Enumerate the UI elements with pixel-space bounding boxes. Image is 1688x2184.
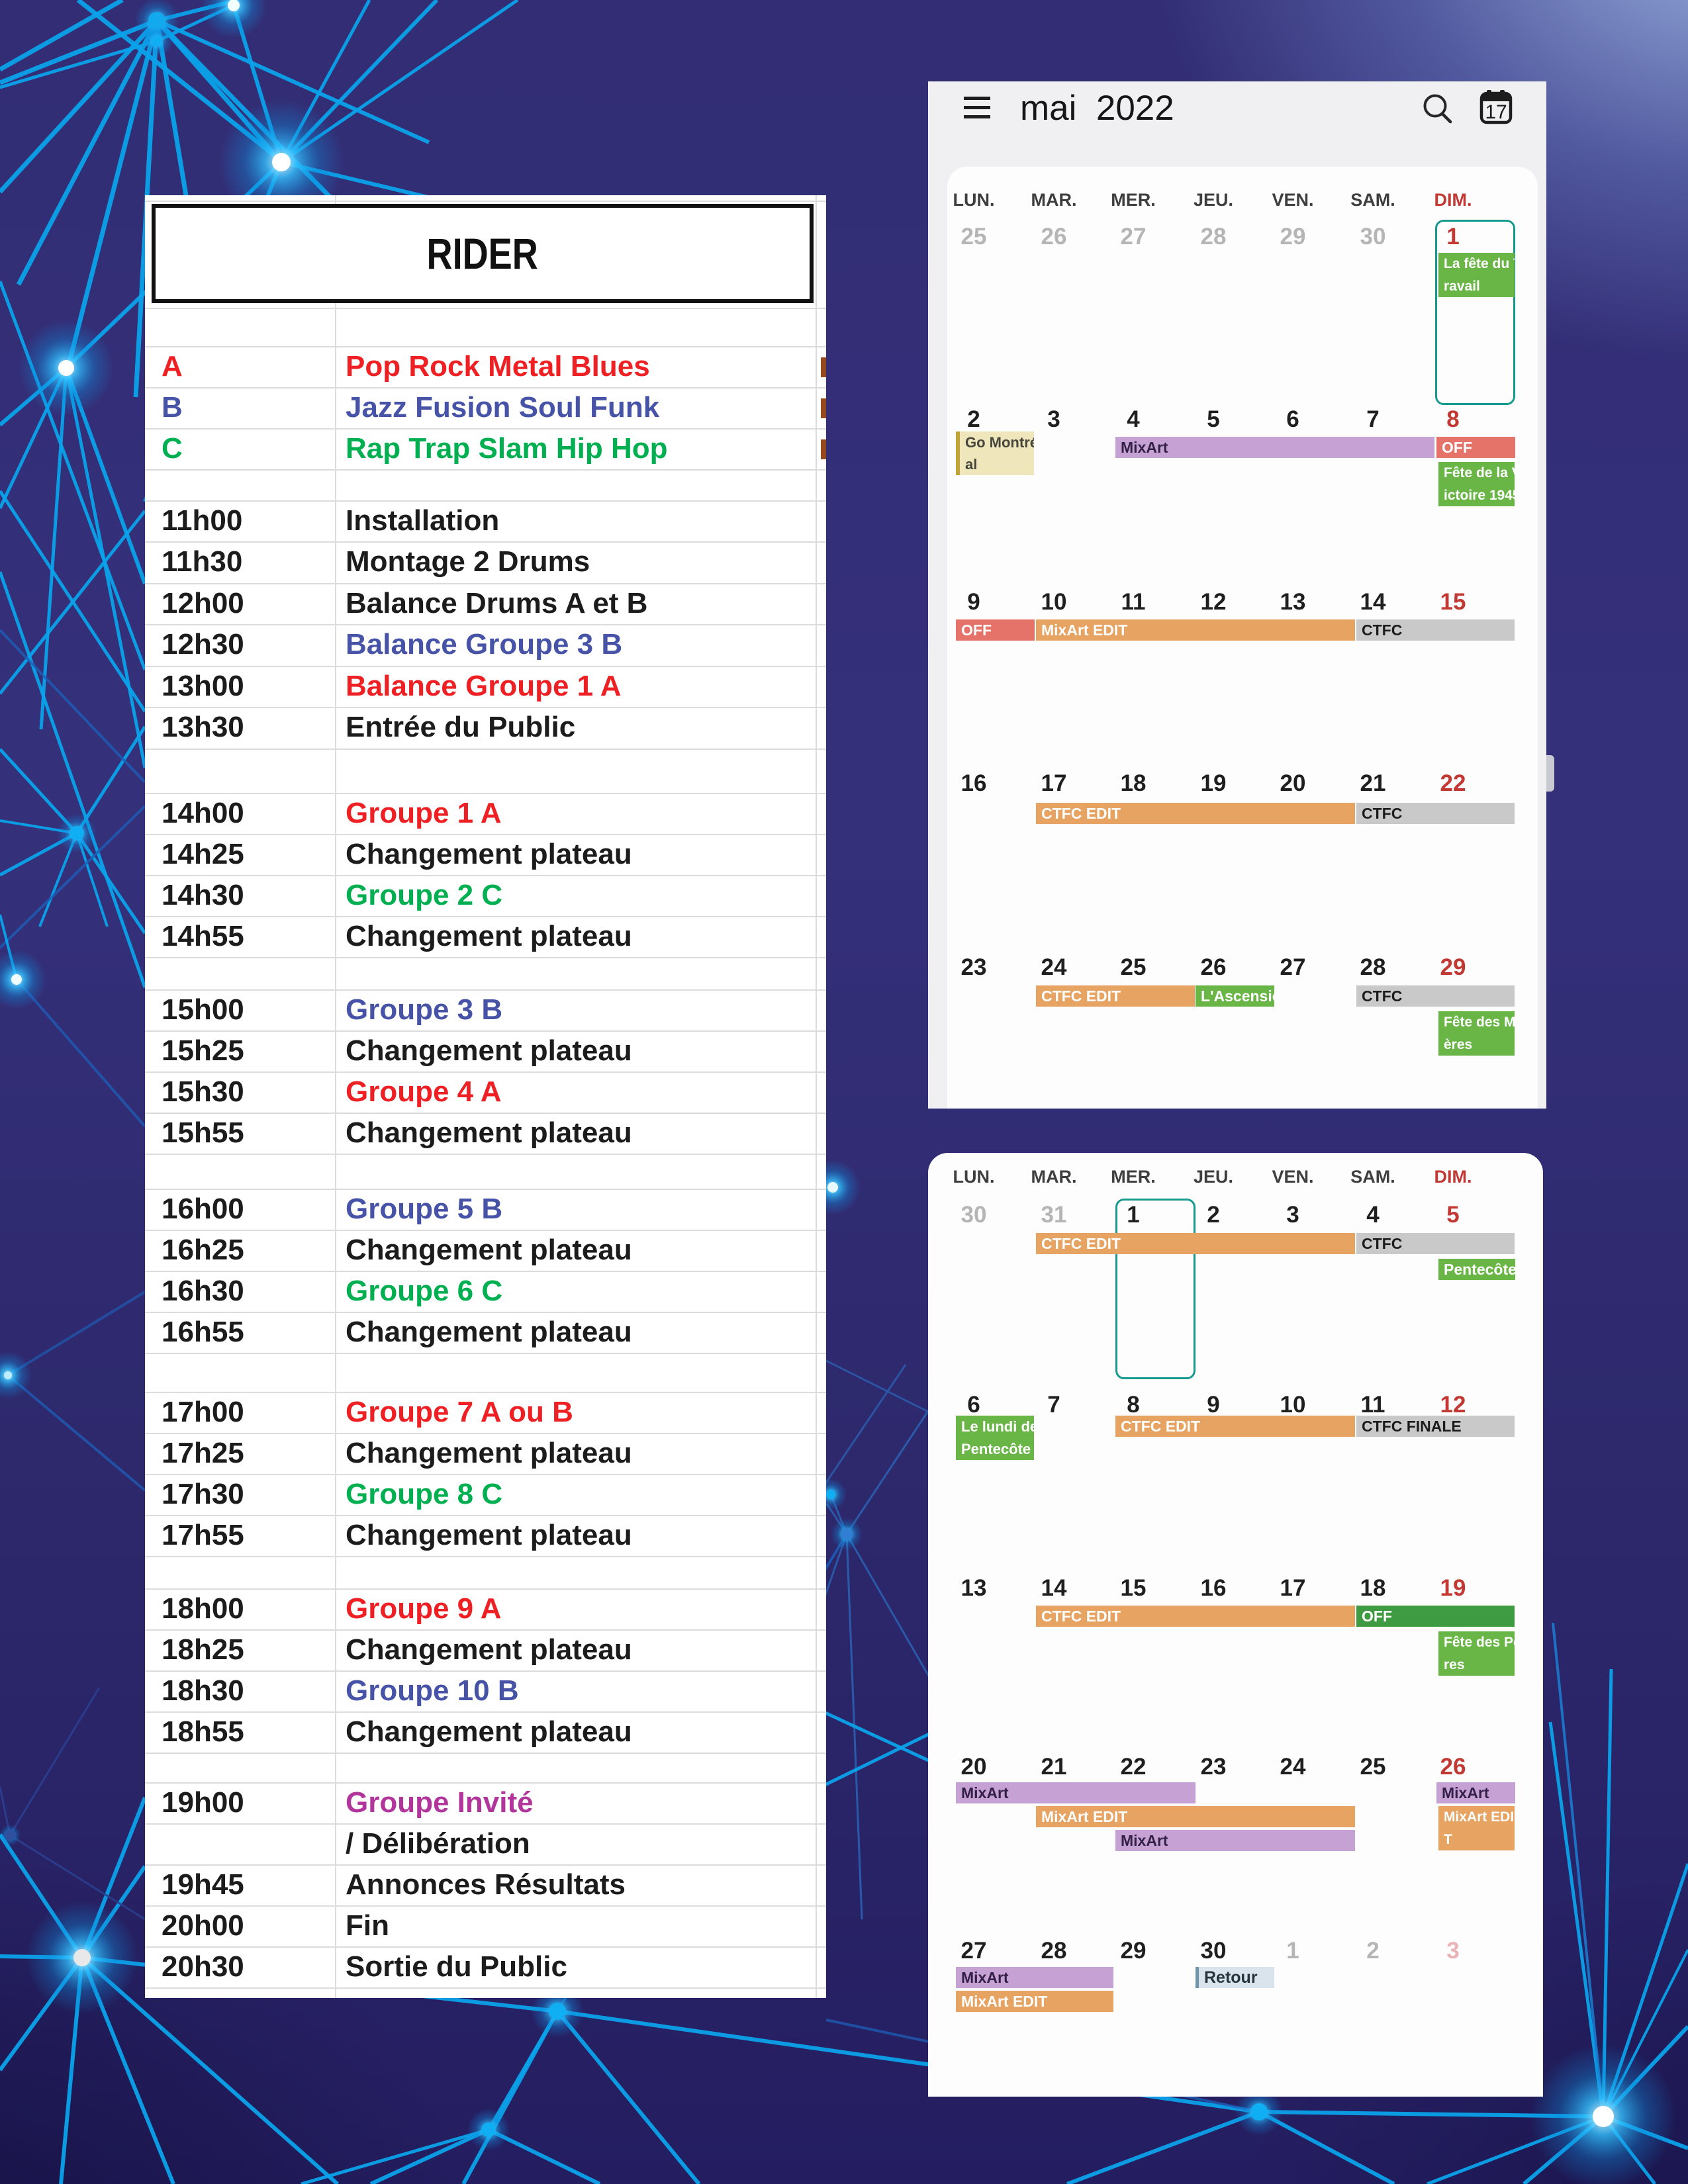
svg-text:17: 17: [1485, 101, 1507, 123]
